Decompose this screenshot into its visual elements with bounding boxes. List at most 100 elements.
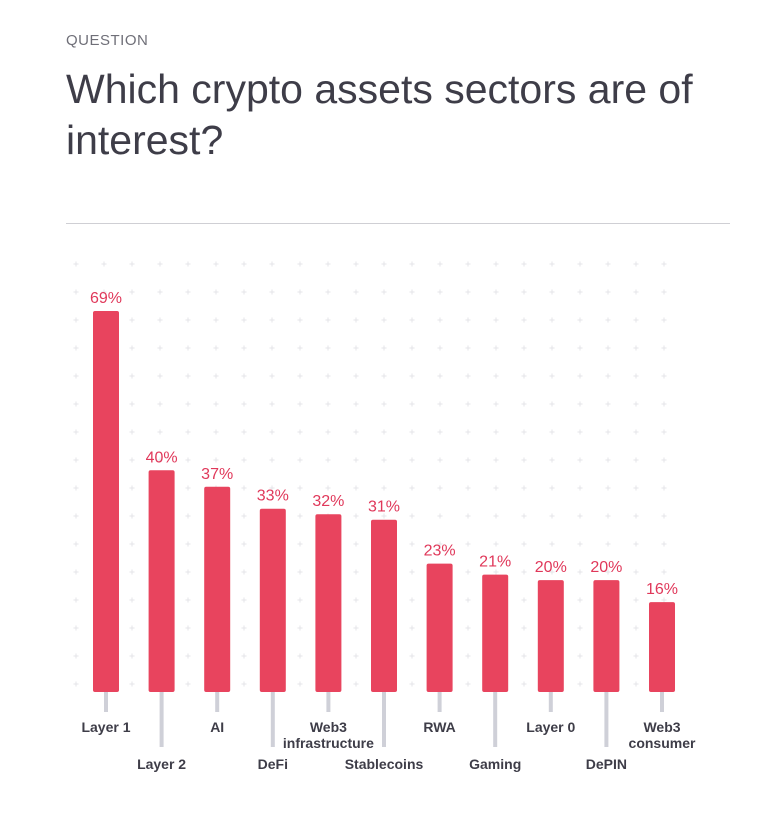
grid-mark (465, 681, 471, 687)
grid-mark (521, 513, 527, 519)
grid-mark (661, 429, 667, 435)
grid-mark (269, 261, 275, 267)
grid-mark (353, 401, 359, 407)
grid-mark (353, 513, 359, 519)
grid-mark (73, 429, 79, 435)
category-label-layer-0: Layer 0 (526, 719, 575, 735)
grid-mark (409, 401, 415, 407)
grid-mark (661, 457, 667, 463)
grid-mark (465, 597, 471, 603)
value-label-ai: 37% (201, 466, 233, 483)
grid-mark (241, 569, 247, 575)
grid-mark (521, 261, 527, 267)
grid-mark (129, 653, 135, 659)
bar-defi (259, 508, 286, 692)
grid-mark (73, 569, 79, 575)
grid-mark (605, 261, 611, 267)
grid-mark (493, 401, 499, 407)
grid-mark (241, 401, 247, 407)
grid-mark (661, 597, 667, 603)
grid-mark (241, 485, 247, 491)
leader-line-defi (270, 690, 275, 747)
grid-mark (325, 345, 331, 351)
grid-mark (661, 289, 667, 295)
grid-mark (185, 373, 191, 379)
grid-mark (185, 485, 191, 491)
grid-mark (185, 597, 191, 603)
grid-mark (661, 569, 667, 575)
grid-mark (577, 289, 583, 295)
grid-mark (381, 485, 387, 491)
grid-mark (185, 261, 191, 267)
category-label-web3-consumer: consumer (629, 735, 696, 751)
grid-mark (157, 373, 163, 379)
grid-mark (437, 345, 443, 351)
grid-mark (409, 597, 415, 603)
grid-mark (465, 541, 471, 547)
grid-mark (633, 457, 639, 463)
grid-mark (409, 261, 415, 267)
grid-mark (297, 373, 303, 379)
grid-mark (73, 289, 79, 295)
bar-rwa (426, 563, 453, 692)
grid-mark (549, 401, 555, 407)
grid-mark (521, 457, 527, 463)
grid-mark (213, 373, 219, 379)
grid-mark (577, 429, 583, 435)
bar-stablecoins (371, 519, 397, 692)
grid-mark (577, 457, 583, 463)
grid-mark (353, 625, 359, 631)
grid-mark (409, 625, 415, 631)
grid-mark (521, 569, 527, 575)
leader-line-stablecoins (382, 690, 386, 747)
grid-mark (465, 401, 471, 407)
grid-mark (185, 289, 191, 295)
category-label-depin: DePIN (586, 756, 627, 772)
grid-mark (325, 429, 331, 435)
grid-mark (521, 597, 527, 603)
grid-mark (73, 625, 79, 631)
grid-mark (185, 457, 191, 463)
grid-mark (437, 429, 443, 435)
leader-line-rwa (437, 690, 442, 712)
grid-mark (325, 457, 331, 463)
grid-mark (73, 373, 79, 379)
category-label-gaming: Gaming (469, 756, 521, 772)
grid-mark (465, 345, 471, 351)
leader-line-layer-0 (548, 690, 553, 712)
grid-mark (129, 625, 135, 631)
grid-mark (241, 289, 247, 295)
grid-mark (465, 457, 471, 463)
grid-mark (605, 429, 611, 435)
grid-mark (353, 597, 359, 603)
grid-mark (437, 513, 443, 519)
grid-mark (185, 625, 191, 631)
grid-mark (633, 653, 639, 659)
grid-mark (409, 485, 415, 491)
grid-mark (353, 317, 359, 323)
grid-mark (437, 401, 443, 407)
grid-mark (493, 569, 499, 575)
grid-mark (465, 289, 471, 295)
grid-mark (409, 345, 415, 351)
grid-mark (577, 373, 583, 379)
bar-layer-1 (93, 311, 119, 692)
grid-mark (605, 401, 611, 407)
grid-mark (353, 653, 359, 659)
grid-mark (241, 625, 247, 631)
grid-mark (353, 569, 359, 575)
grid-mark (549, 373, 555, 379)
grid-mark (661, 261, 667, 267)
grid-mark (577, 653, 583, 659)
grid-mark (549, 289, 555, 295)
value-label-layer-2: 40% (146, 449, 178, 466)
grid-mark (73, 541, 79, 547)
grid-mark (73, 513, 79, 519)
grid-mark (605, 317, 611, 323)
grid-mark (661, 513, 667, 519)
leader-line-ai (215, 690, 220, 712)
grid-mark (409, 429, 415, 435)
category-label-web3-infrastructure: infrastructure (283, 735, 374, 751)
bar-layer-0 (537, 580, 564, 692)
value-label-web3-infrastructure: 32% (312, 493, 344, 510)
